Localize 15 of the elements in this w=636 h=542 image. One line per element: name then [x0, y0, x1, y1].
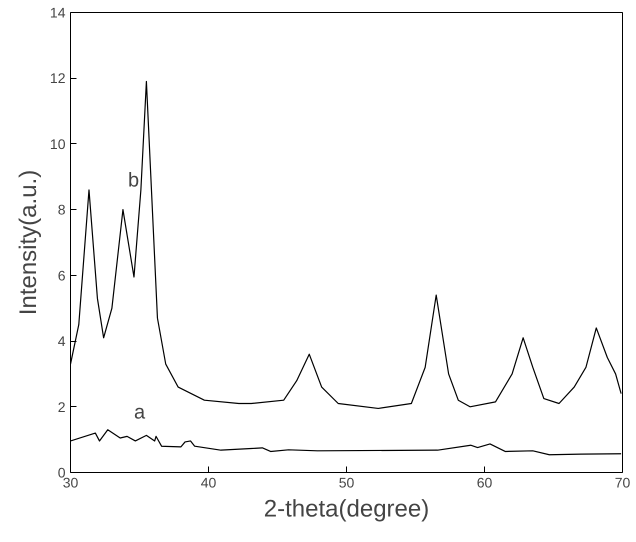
annotation: b [128, 170, 140, 192]
annotation: a [134, 402, 146, 424]
y-tick-label: 6 [58, 267, 66, 284]
x-axis-title: 2-theta(degree) [264, 496, 430, 522]
y-tick-label: 12 [50, 70, 66, 86]
y-tick-label: 8 [58, 202, 66, 218]
x-tick-label: 60 [476, 474, 492, 490]
y-tick-label: 4 [58, 333, 66, 350]
y-tick-label: 14 [50, 4, 66, 20]
y-tick-label: 2 [58, 398, 66, 415]
y-tick-label: 10 [50, 136, 66, 152]
x-tick-label: 70 [614, 474, 630, 490]
x-tick-label: 50 [338, 474, 354, 490]
y-axis-title: Intensity(a.u.) [14, 170, 42, 316]
x-tick-label: 40 [200, 474, 216, 490]
